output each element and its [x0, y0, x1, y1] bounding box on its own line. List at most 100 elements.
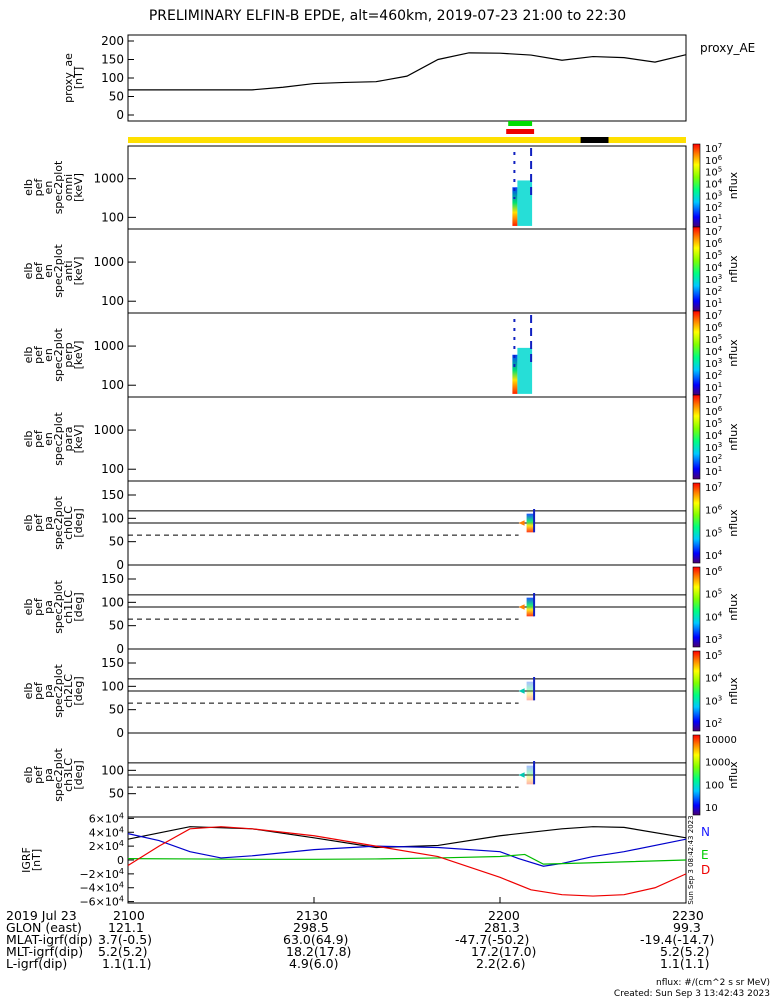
igrf-label-d: D [701, 863, 710, 877]
spec-para-colorbar-tick: 101 [705, 465, 722, 478]
igrf-series-east [127, 853, 687, 865]
ephem-time-3: 2230 [672, 908, 704, 923]
spec-perp-colorbar-tick: 101 [705, 381, 722, 394]
spec-perp-ylabel-line: elb [22, 347, 35, 364]
spec-para-ytick-label: 100 [101, 462, 124, 476]
igrf-series-down [127, 826, 687, 897]
spec-perp-colorbar-bar [692, 310, 701, 396]
pa-ch0LC-colorbar-label: nflux [727, 509, 740, 537]
pa-ch0LC-colorbar-tick: 105 [705, 526, 722, 539]
spec-anti-ytick-label: 100 [101, 294, 124, 308]
pa-ch3LC-ylabel-line: [deg] [72, 760, 85, 789]
pa-ch0LC-colorbar-tick: 106 [705, 504, 723, 517]
ephem-mlt-0: 5.2(5.2) [98, 944, 148, 959]
spec-perp-ylabel-line: [keV] [72, 341, 85, 370]
pa-ch2LC-colorbar-tick: 105 [705, 649, 722, 662]
pa-ch3LC-colorbar-tick: 1000 [705, 758, 730, 769]
spec-omni-colorbar-bar [692, 143, 701, 228]
ae-ylabel-line: [nT] [72, 67, 85, 89]
ae-legend: proxy_AE [700, 41, 755, 55]
spec-anti-ylabel-line: en [42, 264, 55, 278]
spec-omni-colorbar-label: nflux [727, 171, 740, 199]
pa-ch2LC-colorbar-label: nflux [727, 677, 740, 705]
footer-units: nflux: #/(cm^2 s sr MeV) [656, 978, 770, 988]
spec-omni-ylabel-line: elb [22, 179, 35, 196]
pa-ch1LC-ytick-label: 150 [101, 572, 124, 586]
spec-para-colorbar-tick: 104 [705, 429, 723, 442]
figure-title: PRELIMINARY ELFIN-B EPDE, alt=460km, 201… [148, 8, 627, 24]
pa-ch3LC-flux-column [526, 765, 535, 785]
pa-ch1LC-flux-column [526, 597, 535, 617]
ephem-glon-0: 121.1 [108, 920, 144, 935]
igrf-series-total [127, 826, 687, 849]
ephem-label-mlt: MLT-igrf(dip) [6, 944, 84, 959]
pa-ch1LC-flux-marker [518, 604, 525, 610]
ephem-mlt-1: 18.2(17.8) [286, 944, 352, 959]
spec-para-colorbar-tick: 107 [705, 393, 722, 406]
ephem-mlat-3: -19.4(-14.7) [640, 932, 715, 947]
pa-ch1LC-ylabel-line: ch1LC [62, 590, 75, 624]
ephem-l-2: 2.2(2.6) [476, 956, 526, 971]
ephem-l-0: 1.1(1.1) [102, 956, 152, 971]
spec-omni-colorbar-tick: 101 [705, 213, 722, 226]
spec-perp-ytick-label: 100 [101, 378, 124, 392]
pa-ch3LC-ylabel-line: pa [42, 768, 55, 782]
ephem-l-1: 4.9(6.0) [289, 956, 339, 971]
pa-ch1LC-ytick-label: 0 [116, 642, 124, 656]
ae-ytick-label: 150 [101, 53, 124, 67]
spec-perp-colorbar-tick: 104 [705, 345, 723, 358]
pa-ch2LC-ytick-label: 0 [116, 726, 124, 740]
pa-ch2LC-ylabel-line: elb [22, 683, 35, 700]
spec-perp-ylabel-line: en [42, 348, 55, 362]
spec-anti-ylabel-line: elb [22, 263, 35, 280]
spec-para-ylabel-line: pef [32, 429, 45, 448]
spec-omni-colorbar-tick: 106 [705, 154, 723, 167]
spec-omni-colorbar-tick: 103 [705, 189, 722, 202]
spec-perp-colorbar-label: nflux [727, 339, 740, 367]
pa-ch3LC-ytick-label: 50 [109, 787, 124, 801]
spec-para-ylabel-line: para [62, 427, 75, 452]
igrf-ylabel-line: [nT] [30, 849, 43, 871]
pa-ch3LC-ylabel-line: spec2plot [52, 748, 65, 802]
pa-ch0LC-ylabel-line: pa [42, 516, 55, 530]
spec-omni-flux-column [512, 187, 518, 226]
pa-ch2LC-ylabel-line: ch2LC [62, 674, 75, 708]
pa-ch0LC-ylabel-line: pef [32, 513, 45, 532]
spec-anti-ylabel-line: spec2plot [52, 244, 65, 298]
igrf-ylabel: IGRF[nT] [20, 847, 43, 873]
ae-ytick-label: 0 [116, 108, 124, 122]
pa-ch0LC-ytick-label: 50 [109, 535, 124, 549]
pa-ch3LC-colorbar-tick: 10 [705, 803, 718, 814]
spec-perp-colorbar-tick: 105 [705, 333, 722, 346]
side-timestamp: Sun Sep 3 08:42:43 2023 [687, 815, 695, 904]
spec-anti-colorbar-tick: 103 [705, 273, 722, 286]
status-green-bar [508, 121, 533, 126]
pa-ch2LC-ytick-label: 150 [101, 656, 124, 670]
ephem-mlat-0: 3.7(-0.5) [98, 932, 153, 947]
pa-ch1LC-ylabel-line: pef [32, 597, 45, 616]
spec-anti-colorbar-tick: 107 [705, 225, 722, 238]
pa-ch0LC-ylabel-line: elb [22, 515, 35, 532]
spec-para-ytick-label: 1000 [93, 423, 124, 437]
pa-ch0LC-colorbar-bar [692, 482, 701, 564]
pa-ch3LC-colorbar-bar [692, 734, 701, 816]
pa-ch1LC-ytick-label: 50 [109, 619, 124, 633]
spec-omni-flux-column [517, 180, 533, 226]
pa-ch1LC-colorbar-tick: 104 [705, 610, 723, 623]
pa-ch0LC-flux-marker [518, 520, 525, 526]
spec-para-colorbar-tick: 105 [705, 417, 722, 430]
spec-anti-colorbar-tick: 104 [705, 261, 723, 274]
spec-omni-colorbar-tick: 102 [705, 201, 722, 214]
pa-ch3LC-colorbar-tick: 100 [705, 780, 724, 791]
spec-para-colorbar-tick: 102 [705, 453, 722, 466]
spec-perp-ytick-label: 1000 [93, 339, 124, 353]
igrf-ytick-label: 6×104 [89, 811, 124, 825]
pa-ch1LC-ytick-label: 100 [101, 595, 124, 609]
spec-anti-colorbar-tick: 106 [705, 237, 723, 250]
spec-perp-ylabel-line: pef [32, 345, 45, 364]
ae-series-line [128, 52, 687, 91]
pa-ch1LC-colorbar-bar [692, 566, 701, 648]
